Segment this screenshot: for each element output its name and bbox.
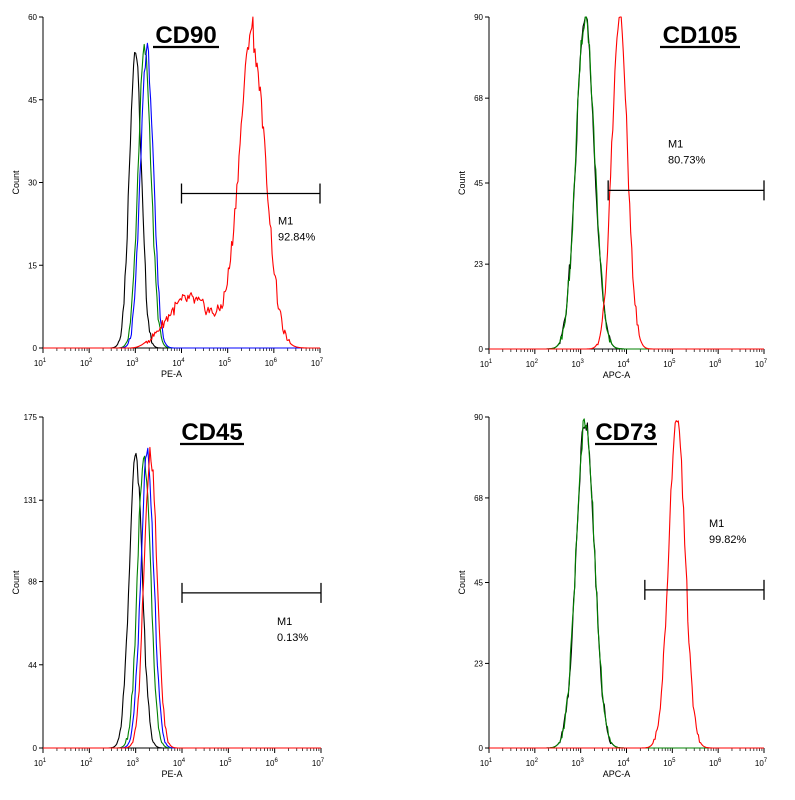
histogram-green: [489, 418, 764, 749]
x-tick-label: 106: [266, 758, 279, 768]
x-tick-label: 104: [617, 359, 630, 369]
histogram-red: [489, 16, 764, 350]
x-axis-label: APC-A: [603, 370, 631, 380]
x-tick-label: 104: [173, 758, 186, 768]
x-tick-label: 107: [311, 358, 324, 368]
x-tick-label: 104: [617, 758, 630, 768]
histogram-red: [43, 446, 321, 749]
chart-panel-cd105: 0 23 45 68 90 101 102 103 104 105 106 107 APC-A Count…: [457, 13, 768, 380]
x-axis-label: PE-A: [161, 769, 182, 779]
histogram-red: [489, 420, 764, 749]
x-tick-label: 101: [34, 758, 47, 768]
chart-panel-cd45: 0 44 88 131 175 101 102 103 104 105 106 107 PE-A Coun…: [11, 413, 325, 779]
y-axis-label: Count: [11, 170, 21, 195]
x-tick-label: 107: [755, 359, 768, 369]
marker-name: M1: [709, 518, 724, 530]
y-tick-label: 44: [28, 661, 37, 670]
y-tick-label: 175: [24, 413, 38, 422]
panel-title: CD105: [663, 22, 738, 49]
y-tick-label: 23: [474, 260, 483, 269]
x-tick-label: 104: [172, 358, 185, 368]
chart-panel-cd90: 0 15 30 45 60 101 102 103 104 105 106 107 PE-A Count M…: [11, 13, 324, 379]
x-tick-label: 103: [127, 758, 140, 768]
x-tick-label: 101: [480, 359, 493, 369]
panel-title: CD73: [595, 419, 656, 446]
x-tick-label: 105: [663, 758, 676, 768]
x-tick-label: 103: [126, 358, 139, 368]
marker-percent: 99.82%: [709, 534, 747, 546]
marker-percent: 80.73%: [668, 154, 706, 166]
y-axis-label: Count: [457, 171, 467, 196]
y-tick-label: 131: [24, 496, 38, 505]
y-tick-label: 0: [33, 344, 38, 353]
x-tick-label: 105: [663, 359, 676, 369]
x-tick-label: 106: [709, 758, 722, 768]
histogram-red: [43, 16, 320, 349]
y-tick-label: 15: [28, 261, 37, 270]
x-tick-label: 102: [80, 358, 93, 368]
y-tick-label: 60: [28, 13, 37, 22]
x-axis-label: PE-A: [161, 369, 182, 379]
y-tick-label: 23: [474, 659, 483, 668]
marker-percent: 92.84%: [278, 232, 316, 244]
x-tick-label: 101: [34, 358, 47, 368]
x-axis-label: APC-A: [603, 769, 631, 779]
y-tick-label: 0: [479, 345, 484, 354]
x-tick-label: 107: [312, 758, 325, 768]
marker-name: M1: [277, 616, 292, 628]
y-tick-label: 45: [474, 579, 483, 588]
x-tick-label: 102: [526, 758, 539, 768]
marker-name: M1: [668, 138, 683, 150]
y-tick-label: 90: [474, 13, 483, 22]
marker-percent: 0.13%: [277, 632, 308, 644]
histogram-green: [489, 16, 764, 350]
x-tick-label: 105: [219, 758, 232, 768]
panel-title: CD90: [155, 22, 216, 49]
x-tick-label: 102: [80, 758, 93, 768]
x-tick-label: 102: [526, 359, 539, 369]
x-tick-label: 103: [572, 758, 585, 768]
histogram-black: [489, 422, 764, 749]
marker-name: M1: [278, 216, 293, 228]
x-tick-label: 106: [709, 359, 722, 369]
x-tick-label: 101: [480, 758, 493, 768]
y-tick-label: 30: [28, 179, 37, 188]
y-axis-label: Count: [11, 570, 21, 595]
y-axis-label: Count: [457, 570, 467, 595]
panel-title: CD45: [181, 419, 242, 446]
y-tick-label: 90: [474, 413, 483, 422]
y-tick-label: 68: [474, 494, 483, 503]
y-tick-label: 88: [28, 578, 37, 587]
y-tick-label: 45: [28, 96, 37, 105]
y-tick-label: 0: [479, 744, 484, 753]
y-tick-label: 68: [474, 94, 483, 103]
x-tick-label: 107: [755, 758, 768, 768]
chart-panel-cd73: 0 23 45 68 90 101 102 103 104 105 106 107 APC-A Count…: [457, 413, 768, 779]
y-tick-label: 45: [474, 179, 483, 188]
x-tick-label: 106: [265, 358, 278, 368]
x-tick-label: 105: [219, 358, 232, 368]
y-tick-label: 0: [33, 744, 38, 753]
x-tick-label: 103: [572, 359, 585, 369]
histogram-black: [489, 16, 764, 350]
